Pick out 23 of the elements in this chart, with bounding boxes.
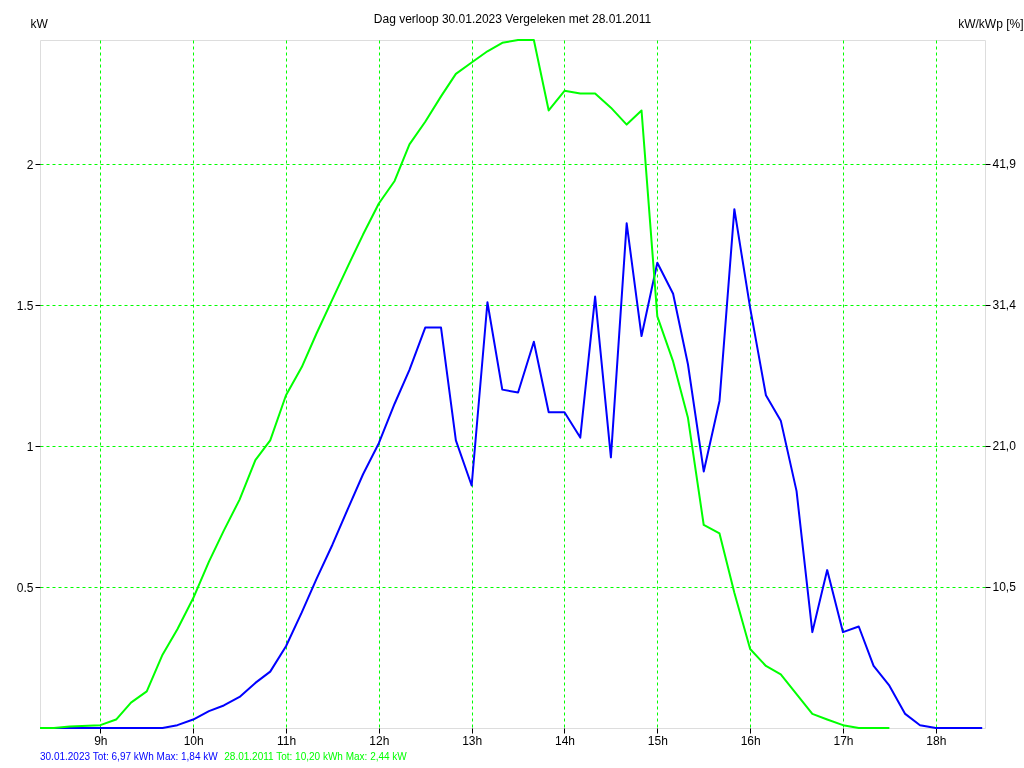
chart-title: Dag verloop 30.01.2023 Vergeleken met 28.01.2011 <box>373 12 652 26</box>
x-tick-label: 18h <box>926 733 947 748</box>
y-tick-label: 0.5 <box>16 580 34 595</box>
x-tick-label: 12h <box>369 733 390 748</box>
y2-tick-label: 10,5 <box>992 580 1017 595</box>
x-tick-label: 14h <box>554 733 575 748</box>
x-tick-label: 17h <box>833 733 854 748</box>
y-tick-label: 1.5 <box>16 298 34 313</box>
x-tick-label: 9h <box>94 733 108 748</box>
y2-tick-label: 31,4 <box>992 298 1017 313</box>
x-tick-label: 13h <box>462 733 483 748</box>
y2-tick-label: 41,9 <box>992 157 1017 172</box>
y2-axis-title: kW/kWp [%] <box>958 16 1024 31</box>
y-tick-label: 1 <box>26 439 34 454</box>
x-tick-label: 15h <box>647 733 668 748</box>
x-tick-label: 10h <box>183 733 204 748</box>
x-tick-label: 16h <box>740 733 761 748</box>
text: 30.01.2023 Tot: 6,97 kWh Max: 1,84 kW <box>40 751 219 762</box>
y2-tick-label: 21,0 <box>992 439 1017 454</box>
x-tick-label: 11h <box>276 733 297 748</box>
y-tick-label: 2 <box>26 157 34 172</box>
text: 28.01.2011 Tot: 10,20 kWh Max: 2,44 kW <box>224 751 408 762</box>
y-axis-title: kW <box>30 16 49 31</box>
